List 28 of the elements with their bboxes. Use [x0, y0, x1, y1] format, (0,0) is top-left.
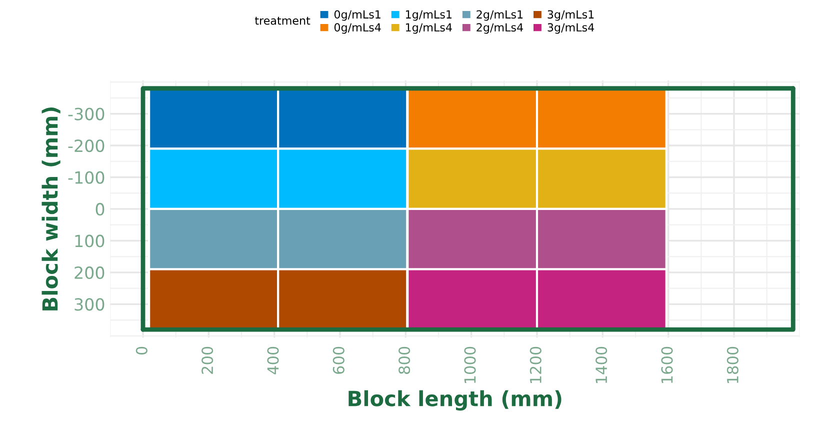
legend-label: 1g/mLs4: [406, 23, 452, 34]
y-tick-label: 0: [96, 202, 104, 216]
legend-label: 3g/mLs1: [548, 10, 594, 21]
legend-label: 2g/mLs4: [476, 23, 523, 34]
legend-label: 3g/mLs4: [548, 23, 594, 34]
x-tick-label: 1800: [726, 346, 738, 384]
y-tick-label: 300: [74, 298, 104, 311]
x-tick-label: 1600: [661, 346, 673, 384]
y-tick-label: -300: [68, 108, 104, 120]
x-tick-label: 200: [202, 346, 214, 374]
y-tick-label: -100: [68, 171, 104, 184]
y-axis-title: Block width (mm): [42, 107, 60, 310]
x-axis-title: Block length (mm): [348, 390, 562, 411]
x-tick-label: 1000: [464, 346, 476, 384]
legend-label: 1g/mLs1: [406, 10, 452, 21]
x-tick-label: 800: [398, 346, 410, 374]
y-tick-label: -200: [68, 139, 104, 152]
x-tick-label: 0: [136, 346, 148, 355]
x-tick-label: 1400: [596, 346, 608, 384]
x-tick-label: 600: [332, 346, 344, 374]
y-tick-label: 100: [75, 234, 104, 248]
legend-title: treatment: [254, 16, 310, 25]
legend-label: 0g/mLs1: [334, 10, 380, 21]
y-tick-label: 200: [74, 266, 104, 280]
legend-label: 0g/mLs4: [334, 23, 381, 34]
legend-label: 2g/mLs1: [476, 10, 523, 21]
x-tick-label: 1200: [530, 346, 542, 384]
x-tick-label: 400: [267, 346, 279, 374]
